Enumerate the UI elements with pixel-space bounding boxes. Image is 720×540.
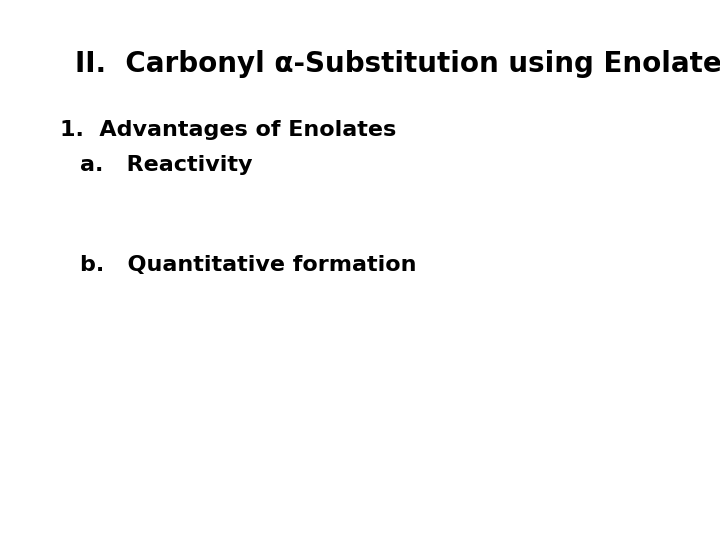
Text: II.  Carbonyl α-Substitution using Enolates: II. Carbonyl α-Substitution using Enolat… [75, 50, 720, 78]
Text: 1.  Advantages of Enolates: 1. Advantages of Enolates [60, 120, 396, 140]
Text: a.   Reactivity: a. Reactivity [80, 155, 253, 175]
Text: b.   Quantitative formation: b. Quantitative formation [80, 255, 416, 275]
